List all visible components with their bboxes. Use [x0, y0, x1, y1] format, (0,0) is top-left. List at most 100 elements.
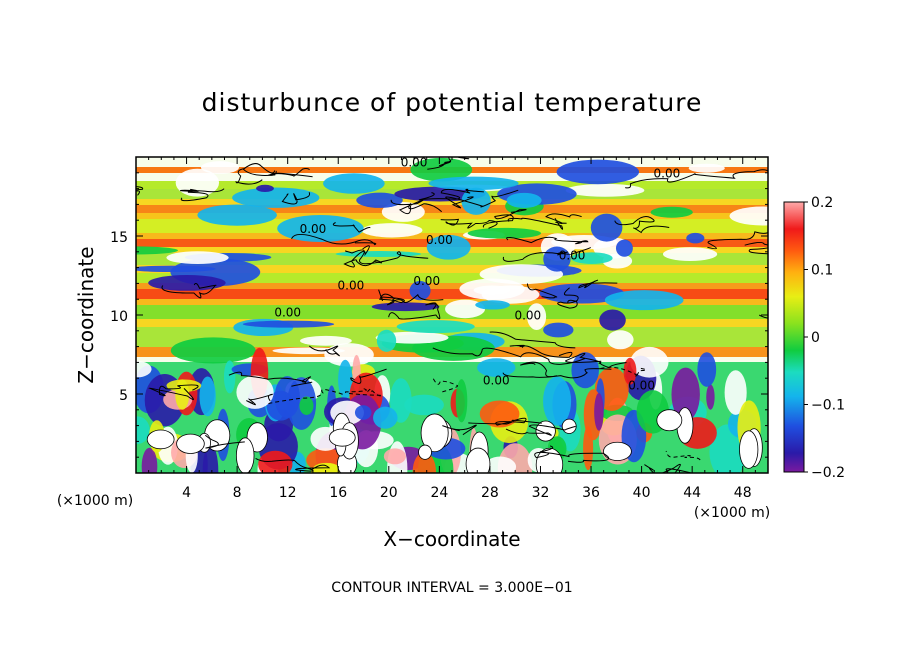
field-patch: [356, 192, 403, 208]
field-patch: [410, 157, 473, 182]
colorbar-tick-label: −0.2: [811, 465, 845, 481]
field-patch: [376, 329, 397, 352]
field-patch: [354, 405, 372, 420]
colorbar: 0.2 0.1 0 −0.1 −0.2: [783, 195, 845, 481]
contour-label: 0.00: [426, 233, 453, 247]
contour-line: [345, 249, 429, 265]
contour-line: [644, 463, 694, 473]
field-patch: [258, 450, 293, 473]
contour-line: [526, 283, 558, 299]
y-tick-label: 5: [119, 388, 128, 404]
field-patch: [428, 176, 519, 191]
temperature-field: [136, 157, 768, 473]
field-patch: [235, 437, 255, 473]
field-patch: [412, 452, 436, 473]
x-origin-unit-label: (×1000 m): [57, 493, 133, 509]
contour-line: [565, 352, 627, 369]
field-patch: [236, 375, 274, 409]
contour-label: 0.00: [300, 222, 327, 236]
contour-label: 0.00: [413, 274, 440, 288]
field-patch: [176, 433, 205, 454]
field-patch: [671, 367, 700, 422]
contour-line: [432, 347, 586, 365]
field-patch: [650, 206, 693, 218]
field-patch: [473, 285, 511, 295]
field-patch: [242, 320, 335, 328]
field-patch: [484, 456, 517, 473]
contour-line: [136, 186, 144, 196]
colorbar-tick-label: 0: [811, 330, 820, 346]
contour-line: [468, 417, 542, 426]
field-patch: [146, 429, 175, 450]
contour-line: [445, 189, 519, 209]
contour-line: [505, 424, 576, 436]
field-patch: [232, 187, 320, 208]
field-band: [136, 289, 768, 299]
field-patch: [166, 251, 229, 265]
field-patch: [148, 275, 226, 291]
field-patch: [136, 265, 216, 273]
colorbar-tick-label: 0.2: [811, 195, 833, 211]
field-patch: [561, 418, 577, 434]
field-patch: [539, 283, 625, 304]
field-patch: [465, 447, 491, 473]
field-patch: [361, 223, 423, 238]
contour-line: [557, 287, 579, 309]
field-band: [136, 205, 768, 213]
field-patch: [136, 246, 178, 255]
contour-line: [242, 163, 313, 178]
contour-line: [204, 434, 245, 449]
field-band: [136, 265, 768, 273]
field-patch: [599, 309, 626, 331]
field-patch: [136, 416, 150, 445]
field-patch: [565, 183, 645, 197]
field-patch: [479, 400, 520, 428]
contour-line: [388, 302, 441, 320]
field-patch: [277, 214, 364, 242]
contour-line: [578, 279, 618, 289]
field-patch: [396, 320, 475, 334]
x-tick-label: 16: [329, 485, 347, 501]
field-patch: [571, 252, 613, 264]
field-patch: [373, 406, 398, 429]
field-patch: [506, 192, 542, 208]
contour-line: [387, 293, 444, 305]
contour-line: [390, 199, 443, 215]
contour-label-group: 0.00 0.00 0.00 0.00 0.00 0.00 0.00 0.00 0.00 0.00…: [274, 157, 681, 392]
contour-line: [482, 208, 527, 228]
field-patch: [706, 384, 715, 410]
x-axis-unit-label: (×1000 m): [694, 505, 770, 521]
field-patch: [461, 187, 491, 215]
contour-line: [502, 368, 612, 379]
field-patch: [426, 234, 471, 260]
y-tick-label: 10: [110, 309, 128, 325]
contour-line: [600, 366, 647, 378]
field-patch: [256, 184, 274, 193]
contour-line: [148, 384, 199, 401]
x-tick-label: 40: [633, 485, 651, 501]
contour-line: [350, 368, 387, 384]
field-patch: [615, 239, 633, 257]
contour-line: [427, 157, 470, 170]
field-patch: [141, 447, 158, 473]
x-tick-label: 44: [683, 485, 701, 501]
field-patch: [383, 448, 406, 465]
contour-line: [268, 389, 344, 405]
x-axis-label: X−coordinate: [383, 527, 520, 551]
contour-label: 0.00: [654, 167, 681, 181]
contour-line: [614, 216, 670, 234]
field-patch: [323, 173, 385, 194]
field-patch: [445, 299, 486, 319]
contour-line: [161, 282, 217, 299]
x-tick-label: 8: [233, 485, 242, 501]
field-patch: [543, 322, 574, 338]
field-patch: [475, 300, 510, 310]
contour-label: 0.00: [483, 374, 510, 388]
contour-label: 0.00: [514, 309, 541, 323]
contour-lines: [136, 157, 768, 473]
field-band: [136, 283, 768, 289]
x-tick-label: 12: [279, 485, 297, 501]
field-patch: [197, 204, 277, 226]
contour-label: 0.00: [338, 279, 365, 293]
